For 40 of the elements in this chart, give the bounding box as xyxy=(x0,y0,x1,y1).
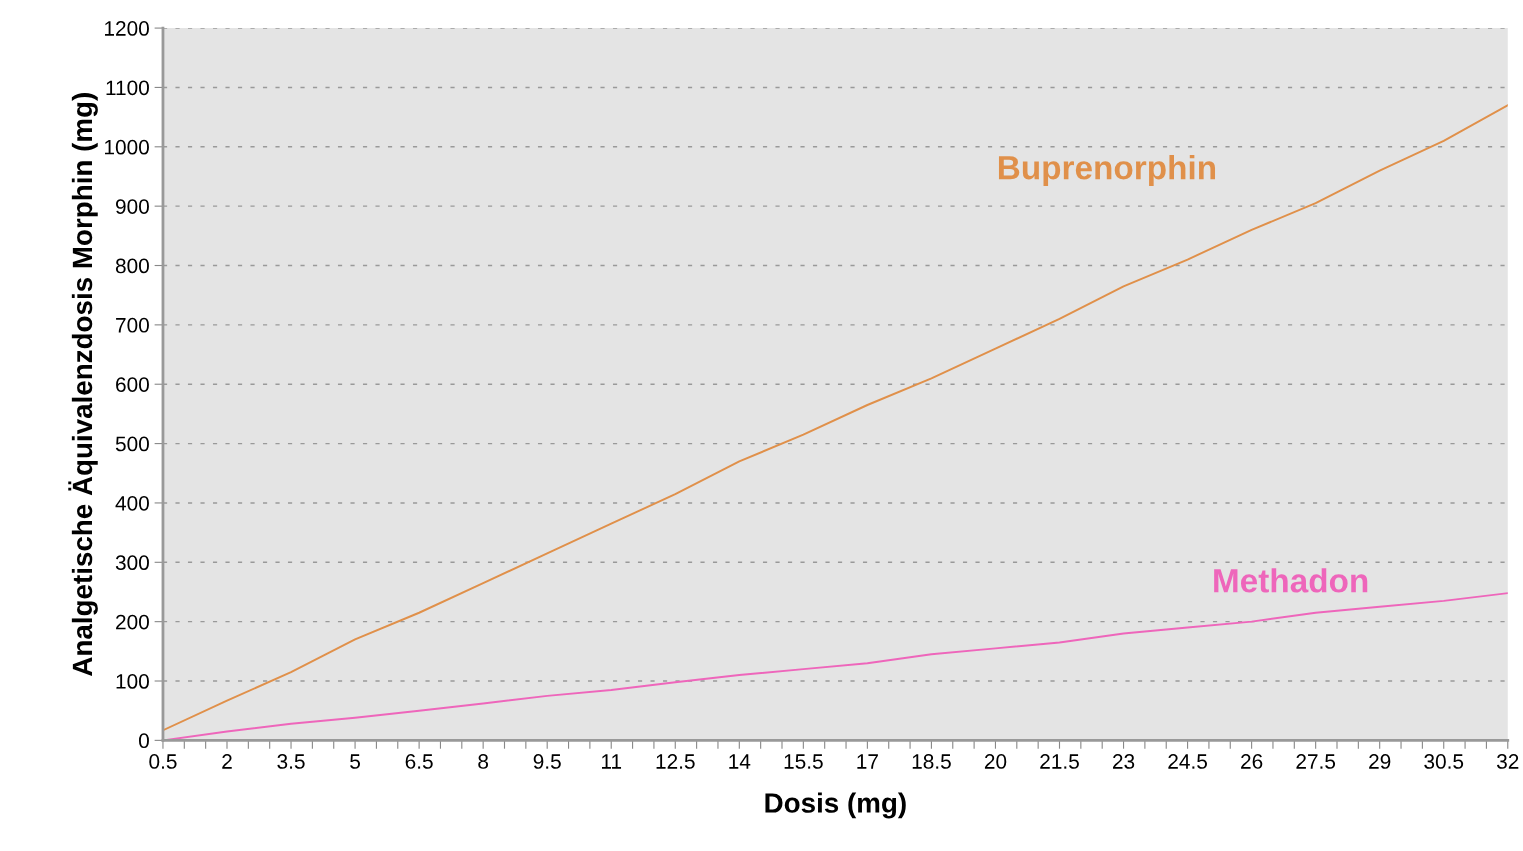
x-tick-label: 27.5 xyxy=(1296,754,1336,769)
x-tick-label: 17 xyxy=(857,754,878,769)
x-tick-label: 21.5 xyxy=(1040,754,1079,769)
y-tick-label: 500 xyxy=(115,436,149,452)
x-tick-label: 6.5 xyxy=(405,754,433,769)
x-axis-title: Dosis (mg) xyxy=(765,792,906,819)
x-tick-label: 32 xyxy=(1496,754,1519,769)
y-tick-label: 900 xyxy=(115,199,149,214)
x-tick-label: 2 xyxy=(222,754,232,769)
x-tick-label: 9.5 xyxy=(533,754,561,769)
y-tick-label: 700 xyxy=(116,317,149,333)
y-tick-label: 1000 xyxy=(105,139,149,155)
x-tick-label: 3.5 xyxy=(277,754,305,769)
x-tick-label: 8 xyxy=(478,754,489,769)
x-tick-label: 5 xyxy=(350,754,360,769)
x-tick-label: 14 xyxy=(729,754,751,769)
series-label: Buprenorphin xyxy=(998,155,1216,187)
y-tick-label: 100 xyxy=(116,674,149,689)
x-tick-label: 29 xyxy=(1369,754,1391,769)
y-tick-label: 1100 xyxy=(106,80,149,96)
x-tick-label: 18.5 xyxy=(912,754,951,769)
series-label: Methadon xyxy=(1214,568,1368,593)
y-tick-label: 400 xyxy=(115,495,149,511)
x-tick-label: 11 xyxy=(602,754,622,769)
y-axis-title: Analgetische Äquivalenzdosis Morphin (mg) xyxy=(68,93,98,676)
x-tick-label: 15.5 xyxy=(784,754,823,769)
y-tick-label: 800 xyxy=(115,258,149,274)
x-tick-label: 26 xyxy=(1241,754,1263,769)
x-tick-label: 20 xyxy=(984,754,1007,769)
x-tick-label: 0.5 xyxy=(149,754,177,769)
y-tick-label: 200 xyxy=(116,614,149,630)
x-tick-label: 23 xyxy=(1113,754,1135,769)
line-series xyxy=(162,104,1508,732)
x-tick-label: 12.5 xyxy=(656,754,695,769)
x-tick-label: 24.5 xyxy=(1168,754,1207,769)
y-tick-label: 600 xyxy=(116,377,149,392)
x-tick-label: 30.5 xyxy=(1424,754,1464,769)
y-tick-label: 1200 xyxy=(105,21,149,36)
y-tick-label: 0 xyxy=(139,733,149,749)
y-tick-label: 300 xyxy=(115,555,149,571)
